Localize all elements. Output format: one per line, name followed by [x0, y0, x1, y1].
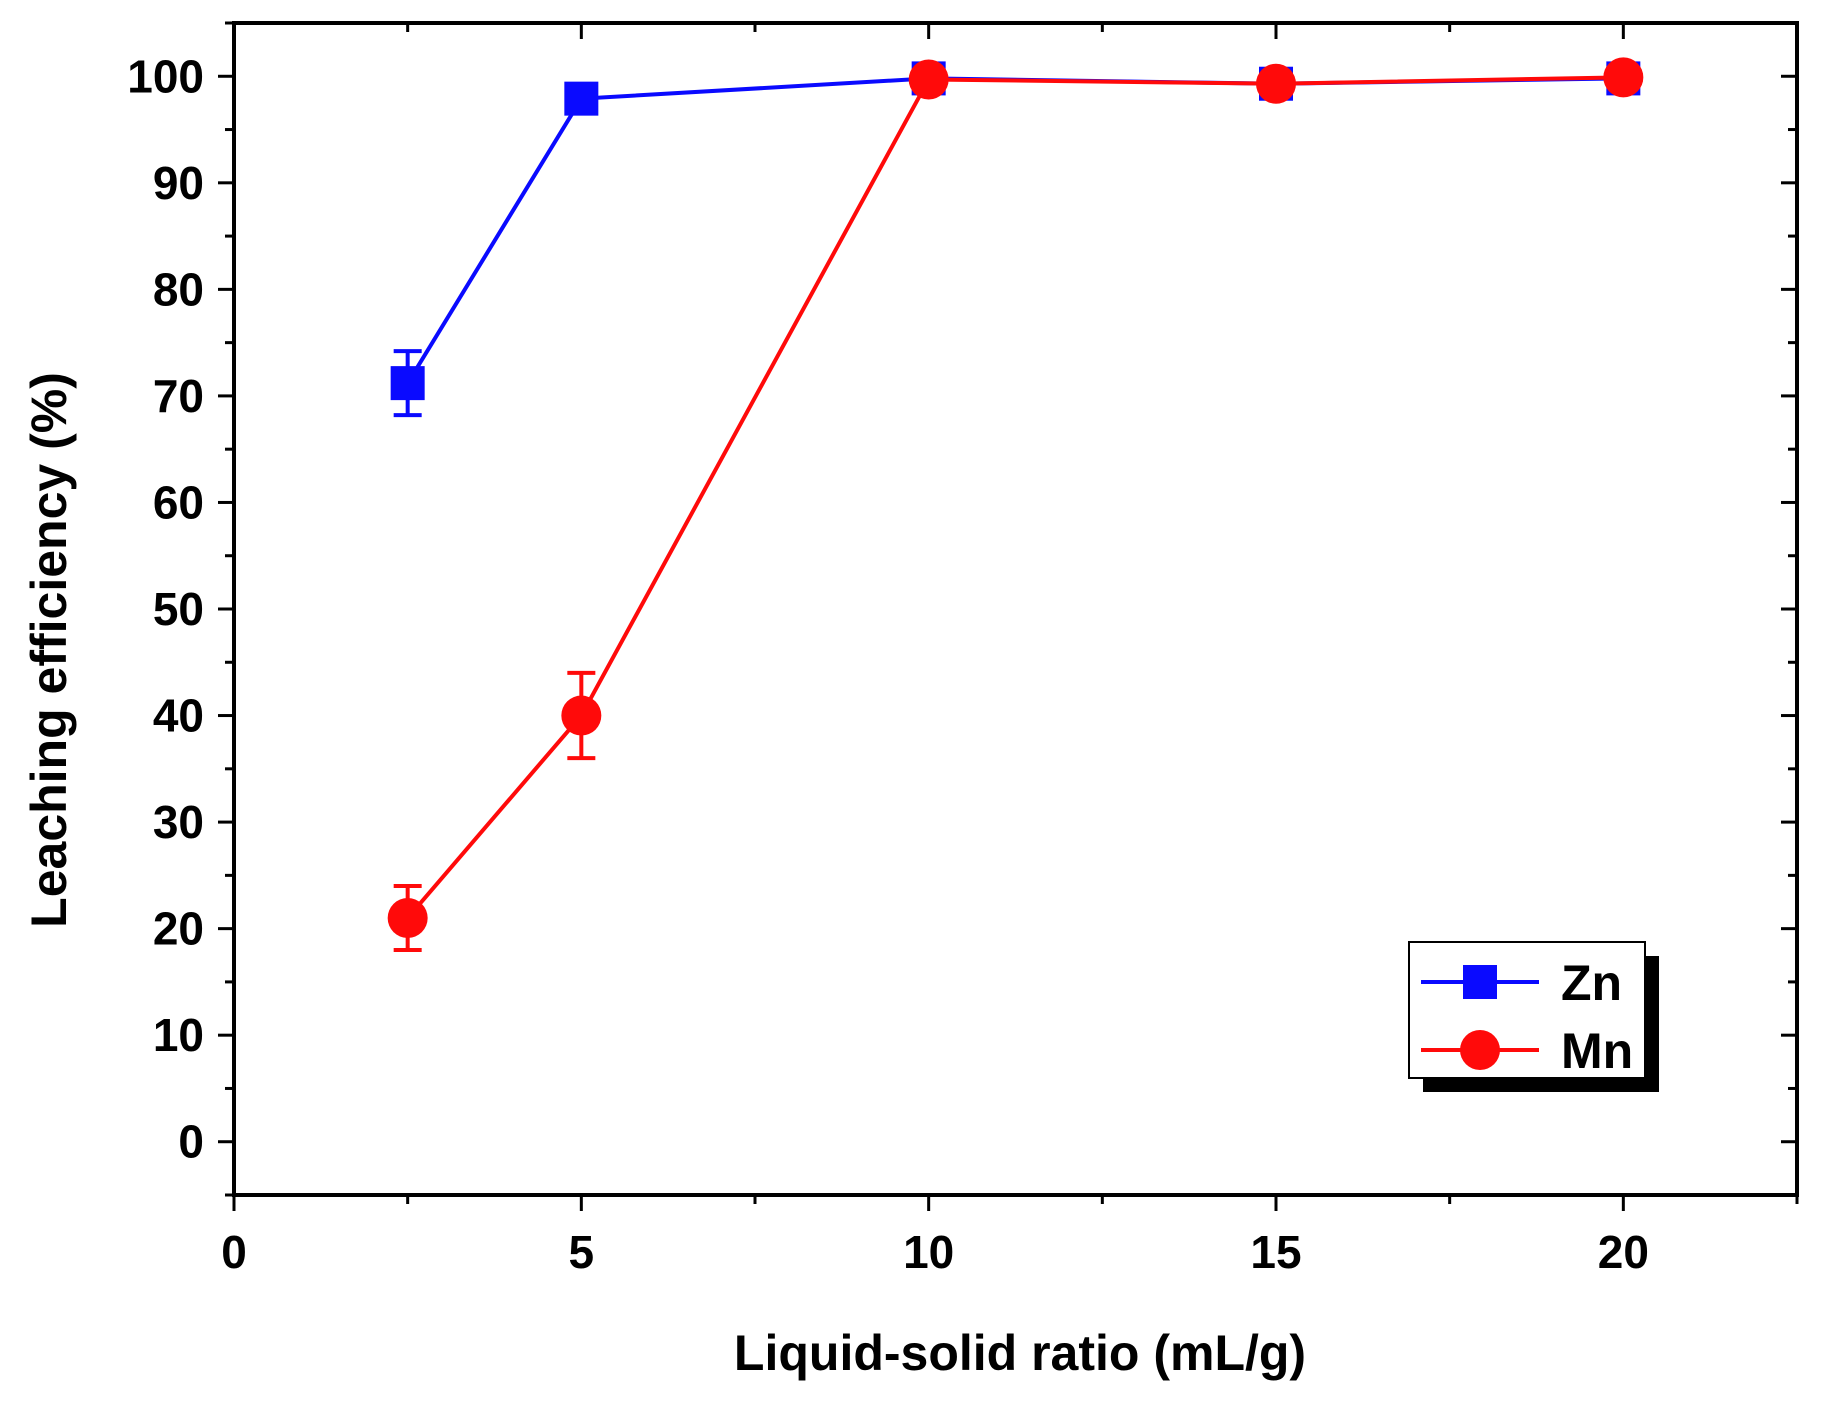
- legend-zn-label: Zn: [1561, 955, 1622, 1011]
- y-tick-label: 100: [127, 50, 204, 102]
- y-tick-label: 30: [153, 796, 204, 848]
- mn-data-point: [1603, 57, 1644, 98]
- legend-zn-marker: [1463, 965, 1497, 999]
- x-tick-label: 10: [903, 1226, 954, 1278]
- y-tick-label: 60: [153, 476, 204, 528]
- mn-series-line: [406, 75, 1624, 920]
- mn-data-point: [908, 59, 949, 100]
- mn-data-point: [387, 897, 428, 938]
- y-tick-label: 0: [178, 1116, 204, 1168]
- y-tick-label: 50: [153, 583, 204, 635]
- y-tick-label: 10: [153, 1009, 204, 1061]
- y-tick-label: 40: [153, 690, 204, 742]
- x-tick-label: 5: [569, 1226, 595, 1278]
- legend-mn-marker: [1460, 1030, 1500, 1070]
- axes: 0 5 10 15 20 0 10 20 30 40 50 60 70 80 90 100: [127, 21, 1799, 1278]
- y-tick-label: 90: [153, 157, 204, 209]
- mn-data-point: [561, 695, 602, 736]
- y-tick-label: 70: [153, 370, 204, 422]
- y-axis-title: Leaching efficiency (%): [21, 372, 77, 928]
- y-tick-label: 20: [153, 903, 204, 955]
- zn-data-point: [390, 366, 425, 401]
- x-axis-title: Liquid-solid ratio (mL/g): [734, 1325, 1306, 1381]
- legend: Zn Mn: [1408, 941, 1659, 1092]
- x-tick-label: 0: [221, 1226, 247, 1278]
- mn-data-point: [1256, 63, 1296, 104]
- plot-series: [387, 57, 1644, 952]
- y-tick-label: 80: [153, 263, 204, 315]
- zn-data-point: [564, 81, 599, 116]
- x-tick-label: 20: [1598, 1226, 1649, 1278]
- zn-series-line: [405, 76, 1624, 385]
- legend-mn-label: Mn: [1561, 1023, 1633, 1079]
- x-tick-label: 15: [1250, 1226, 1301, 1278]
- legend-box: [1408, 941, 1646, 1079]
